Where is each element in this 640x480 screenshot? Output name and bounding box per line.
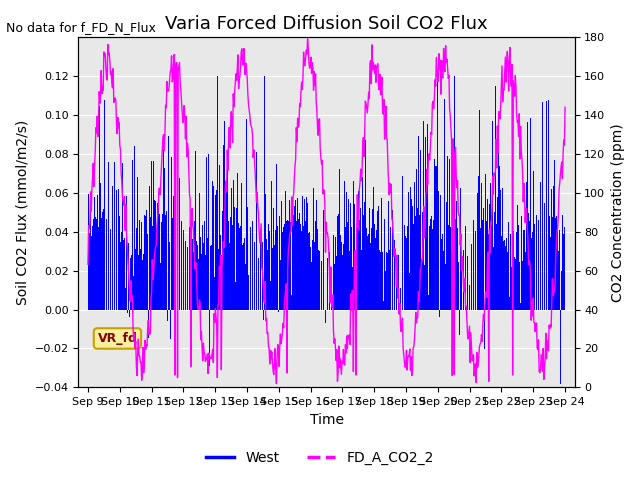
X-axis label: Time: Time (310, 413, 344, 427)
Y-axis label: CO2 Concentration (ppm): CO2 Concentration (ppm) (611, 123, 625, 301)
Text: No data for f_FD_N_Flux: No data for f_FD_N_Flux (6, 21, 156, 34)
Legend: West, FD_A_CO2_2: West, FD_A_CO2_2 (201, 445, 439, 471)
Text: VR_fd: VR_fd (97, 332, 138, 345)
Title: Varia Forced Diffusion Soil CO2 Flux: Varia Forced Diffusion Soil CO2 Flux (165, 15, 488, 33)
Y-axis label: Soil CO2 Flux (mmol/m2/s): Soil CO2 Flux (mmol/m2/s) (15, 120, 29, 305)
